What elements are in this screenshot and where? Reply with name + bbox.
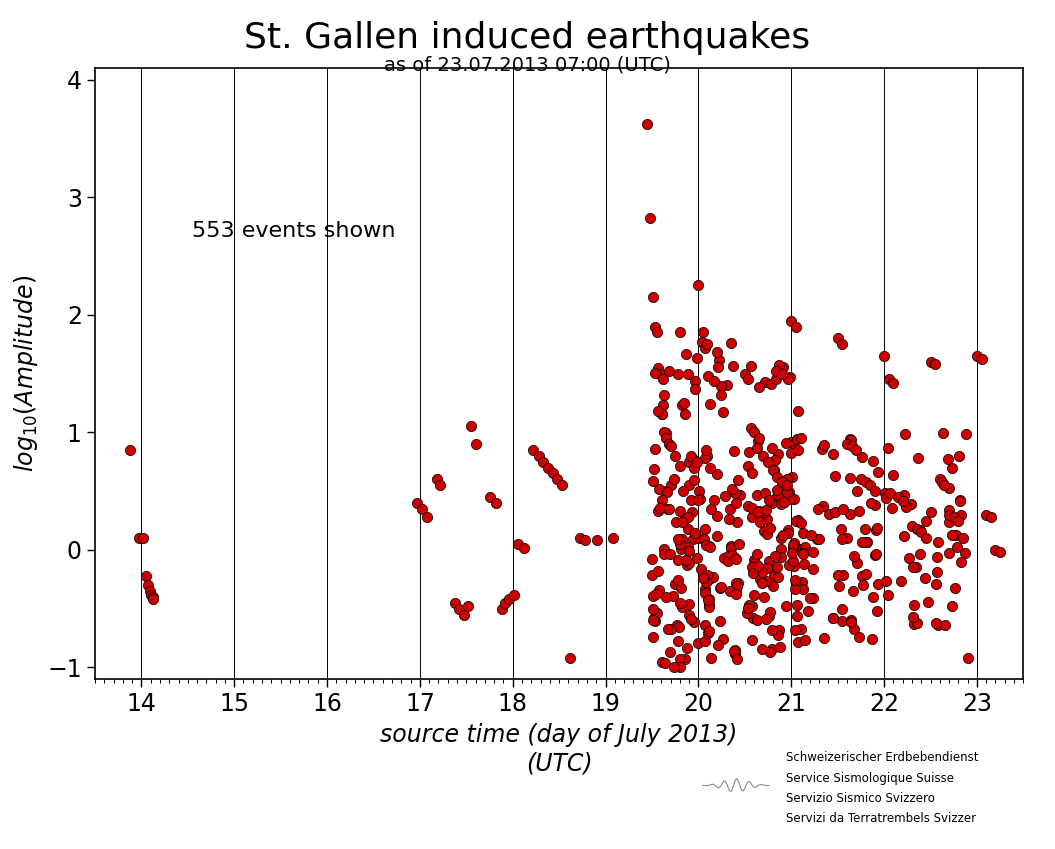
Point: [841, 471, 858, 485]
Point: [905, 599, 922, 612]
Point: [908, 522, 925, 536]
Text: Servizio Sismico Svizzero: Servizio Sismico Svizzero: [786, 792, 935, 805]
Point: [775, 495, 792, 509]
Point: [680, 455, 697, 469]
Point: [691, 492, 708, 506]
Point: [655, 547, 672, 560]
Point: [668, 515, 685, 529]
Point: [903, 520, 920, 533]
Point: [775, 495, 792, 509]
Point: [718, 378, 735, 391]
Point: [805, 562, 822, 576]
Point: [655, 543, 672, 556]
Point: [869, 521, 886, 535]
Point: [968, 349, 985, 363]
Point: [674, 398, 691, 412]
Point: [816, 438, 832, 452]
Point: [679, 641, 696, 655]
Point: [679, 522, 696, 536]
Point: [760, 455, 776, 469]
Point: [945, 510, 962, 524]
Point: [904, 560, 921, 574]
Point: [697, 443, 714, 457]
Point: [696, 618, 713, 632]
Point: [652, 367, 669, 380]
Point: [825, 611, 842, 625]
Point: [740, 601, 756, 615]
Bar: [727, 750, 746, 821]
Point: [680, 556, 697, 570]
Point: [641, 211, 658, 225]
Point: [697, 575, 714, 588]
Point: [866, 498, 883, 512]
Point: [699, 593, 716, 606]
Point: [793, 516, 810, 530]
Point: [729, 515, 746, 529]
Point: [694, 326, 711, 340]
Point: [516, 541, 533, 554]
Point: [744, 611, 761, 625]
Point: [848, 443, 865, 457]
Point: [658, 590, 675, 604]
Point: [761, 521, 778, 535]
Point: [690, 278, 707, 292]
Point: [740, 373, 756, 386]
Point: [857, 522, 874, 536]
Point: [895, 494, 912, 508]
Point: [769, 488, 786, 502]
Point: [481, 490, 498, 503]
Point: [929, 618, 946, 632]
Point: [669, 573, 686, 587]
Point: [686, 473, 703, 486]
Point: [692, 563, 709, 576]
Point: [539, 461, 556, 475]
Point: [953, 554, 970, 568]
Point: [658, 485, 675, 498]
Point: [665, 589, 682, 603]
Point: [952, 494, 968, 508]
Point: [780, 523, 797, 537]
Point: [788, 514, 805, 528]
Point: [535, 455, 552, 469]
X-axis label: source time (day of July 2013)
(UTC): source time (day of July 2013) (UTC): [381, 723, 737, 775]
Point: [680, 609, 697, 622]
Point: [773, 475, 790, 488]
Point: [790, 443, 807, 457]
Point: [698, 569, 715, 582]
Point: [671, 459, 688, 473]
Point: [941, 503, 958, 517]
Point: [677, 347, 694, 361]
Point: [893, 574, 909, 588]
Point: [756, 375, 773, 389]
Point: [850, 631, 867, 644]
Point: [905, 610, 922, 624]
Point: [644, 613, 660, 627]
Point: [738, 606, 755, 620]
Point: [824, 611, 841, 625]
Point: [928, 565, 945, 579]
Point: [554, 479, 571, 492]
Point: [797, 540, 813, 554]
Point: [947, 528, 964, 542]
Point: [730, 576, 747, 590]
Point: [746, 556, 763, 570]
Point: [957, 547, 974, 560]
Point: [727, 576, 744, 589]
Point: [929, 535, 946, 548]
Point: [744, 502, 761, 515]
Point: [800, 604, 817, 617]
Point: [941, 547, 958, 560]
Point: [778, 436, 794, 450]
Point: [667, 576, 684, 590]
Point: [680, 598, 697, 611]
Point: [683, 492, 699, 506]
Point: [740, 459, 756, 473]
Point: [660, 503, 677, 516]
Point: [763, 377, 780, 391]
Point: [749, 548, 766, 561]
Point: [941, 508, 958, 521]
Point: [685, 532, 702, 546]
Point: [772, 543, 789, 556]
Point: [446, 596, 463, 610]
Point: [767, 453, 784, 467]
